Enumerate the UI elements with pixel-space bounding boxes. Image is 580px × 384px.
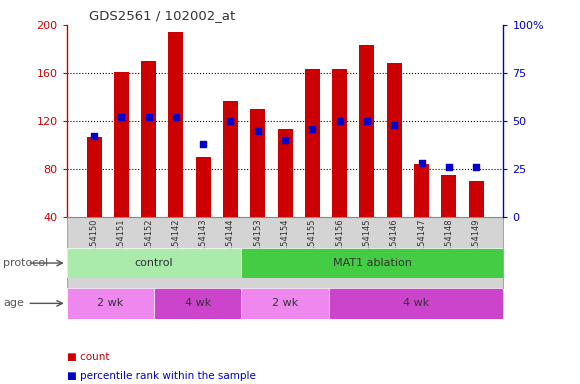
Text: MAT1 ablation: MAT1 ablation	[333, 258, 412, 268]
Bar	[86, 137, 102, 217]
Text: control: control	[135, 258, 173, 268]
Point	[390, 122, 399, 128]
Bar	[251, 109, 265, 217]
Text: ■ percentile rank within the sample: ■ percentile rank within the sample	[67, 371, 256, 381]
Bar	[469, 181, 484, 217]
Bar	[387, 63, 402, 217]
Text: ■ count: ■ count	[67, 352, 109, 362]
Text: 2 wk: 2 wk	[272, 298, 298, 308]
Point	[226, 118, 235, 124]
Bar	[195, 157, 211, 217]
Bar	[67, 288, 154, 319]
Point	[117, 114, 126, 120]
Point	[308, 126, 317, 132]
Bar	[414, 164, 429, 217]
Bar	[305, 70, 320, 217]
Bar	[114, 72, 129, 217]
Point	[472, 164, 481, 170]
Bar	[360, 45, 375, 217]
Text: 2 wk: 2 wk	[97, 298, 124, 308]
Point	[198, 141, 208, 147]
Point	[89, 133, 99, 139]
Text: age: age	[3, 298, 24, 308]
Bar	[241, 248, 503, 278]
Bar	[441, 175, 456, 217]
Point	[362, 118, 372, 124]
Text: 4 wk: 4 wk	[403, 298, 429, 308]
Point	[444, 164, 454, 170]
Text: GDS2561 / 102002_at: GDS2561 / 102002_at	[89, 9, 235, 22]
Point	[144, 114, 153, 120]
Bar	[223, 101, 238, 217]
Bar	[67, 248, 241, 278]
Text: 4 wk: 4 wk	[184, 298, 211, 308]
Text: protocol: protocol	[3, 258, 48, 268]
Point	[171, 114, 180, 120]
Point	[335, 118, 345, 124]
Bar	[278, 129, 292, 217]
Point	[280, 137, 289, 143]
Point	[417, 160, 426, 166]
Bar	[241, 288, 329, 319]
Bar	[154, 288, 241, 319]
Bar	[168, 32, 183, 217]
Bar	[332, 70, 347, 217]
Bar	[329, 288, 503, 319]
Point	[253, 127, 262, 134]
Bar	[141, 61, 156, 217]
